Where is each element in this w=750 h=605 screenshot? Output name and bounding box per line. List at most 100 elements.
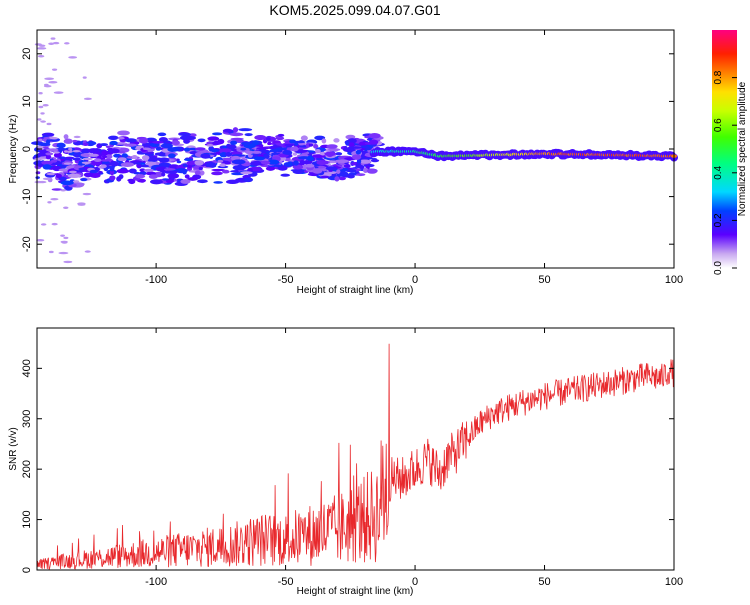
spectral-blob xyxy=(154,152,166,156)
spectral-blob xyxy=(299,160,313,165)
spectral-blob xyxy=(185,136,197,140)
spectral-blob xyxy=(231,159,246,165)
spectral-blob xyxy=(345,141,350,146)
spectral-blob xyxy=(313,144,319,149)
spectral-blob xyxy=(355,162,362,169)
spectral-blob xyxy=(250,160,263,166)
spectral-blob xyxy=(56,142,66,149)
spectral-blob xyxy=(72,149,81,153)
spectral-blob xyxy=(101,159,110,162)
spectral-blob xyxy=(48,42,55,45)
spectral-blob xyxy=(82,142,89,146)
spectral-blob xyxy=(182,163,188,168)
spectral-blob xyxy=(167,147,179,152)
spectral-blob xyxy=(109,166,115,172)
spectral-blob xyxy=(368,133,381,139)
spectral-blob xyxy=(60,234,65,237)
y-tick-label: 0 xyxy=(21,567,33,573)
spectral-blob xyxy=(105,145,111,148)
spectral-blob xyxy=(245,150,254,155)
colorbar-tick-label: 0.2 xyxy=(713,213,724,227)
spectral-blob xyxy=(131,154,138,160)
spectral-blob xyxy=(207,136,220,141)
spectral-blob xyxy=(72,157,81,161)
spectral-blob xyxy=(183,158,193,162)
spectral-blob xyxy=(263,154,270,159)
spectrogram-y-ticks: -20 -10 0 10 20 xyxy=(21,48,674,252)
spectral-blob xyxy=(183,139,191,144)
spectral-blob xyxy=(292,152,298,156)
spectral-blob xyxy=(229,132,244,137)
spectral-blob xyxy=(212,132,223,136)
spectral-blob xyxy=(121,153,128,159)
spectral-blob xyxy=(183,147,191,152)
spectral-blob xyxy=(213,181,223,184)
spectral-blob xyxy=(58,176,68,181)
spectral-blob xyxy=(164,171,178,174)
spectral-blob xyxy=(50,37,56,40)
spectral-blob xyxy=(138,138,149,144)
spectral-blob xyxy=(284,143,295,147)
spectral-blob xyxy=(266,137,271,141)
spectral-blob xyxy=(336,169,341,174)
spectral-blob xyxy=(80,177,88,182)
spectral-blob xyxy=(197,179,208,184)
spectral-blob xyxy=(243,177,254,183)
spectral-blob xyxy=(140,162,146,165)
spectral-blob xyxy=(78,167,86,171)
spectral-blob xyxy=(356,158,362,165)
spectral-blob xyxy=(48,250,54,254)
spectral-blob xyxy=(267,159,280,165)
spectral-blob xyxy=(343,145,348,152)
spectral-blob xyxy=(35,176,40,180)
spectral-blob xyxy=(48,81,58,84)
spectral-blob xyxy=(157,132,167,137)
spectral-blob xyxy=(230,140,238,146)
spectral-blob xyxy=(51,68,58,71)
spectral-blob xyxy=(60,180,74,186)
spectral-blob xyxy=(292,164,304,170)
spectral-blob xyxy=(326,144,338,149)
spectral-blob xyxy=(67,173,81,179)
spectral-blob xyxy=(294,142,299,146)
colorbar-tick-label: 0.6 xyxy=(713,118,724,132)
spectrogram-y-label: Frequency (Hz) xyxy=(8,115,19,184)
spectral-blob xyxy=(93,158,102,163)
colorbar-tick-label: 0.8 xyxy=(713,70,724,84)
spectral-blob xyxy=(287,161,293,167)
spectral-blob xyxy=(66,150,73,153)
spectral-blob xyxy=(211,171,223,176)
spectral-blob xyxy=(99,143,108,147)
spectral-blob xyxy=(147,157,161,161)
spectral-blob xyxy=(55,173,62,179)
colorbar: 0.0 0.2 0.4 0.6 0.8 Normalized spectral ampl… xyxy=(712,30,748,275)
spectral-blob xyxy=(88,153,99,157)
spectral-blob xyxy=(150,179,163,185)
spectral-blob xyxy=(101,150,109,156)
spectral-blob xyxy=(280,173,291,177)
spectral-blob xyxy=(247,167,253,173)
spectral-blob xyxy=(82,192,92,196)
spectral-blob xyxy=(40,112,45,115)
snr-panel: -100 -50 0 50 100 0 100 200 300 400 Height of st… xyxy=(8,327,683,597)
spectral-blob xyxy=(46,122,52,126)
spectral-blob xyxy=(59,165,67,168)
spectral-blob xyxy=(306,155,315,161)
spectral-blob xyxy=(241,141,251,146)
spectral-blob xyxy=(64,42,70,45)
spectral-blob xyxy=(64,156,75,160)
spectral-blob xyxy=(38,105,44,109)
spectral-blob xyxy=(51,188,63,191)
colorbar-tick-label: 0.0 xyxy=(713,261,724,275)
spectral-blob xyxy=(82,157,93,161)
spectral-blob xyxy=(110,161,119,167)
spectral-blob xyxy=(206,141,213,145)
spectral-blob xyxy=(63,236,69,240)
spectral-blob xyxy=(366,168,378,174)
x-tick-label: 50 xyxy=(538,274,550,286)
spectral-blob xyxy=(194,147,206,151)
spectral-blob xyxy=(68,170,77,174)
spectral-blob xyxy=(36,47,47,50)
spectral-blob xyxy=(211,168,226,172)
spectral-blob xyxy=(222,169,230,174)
